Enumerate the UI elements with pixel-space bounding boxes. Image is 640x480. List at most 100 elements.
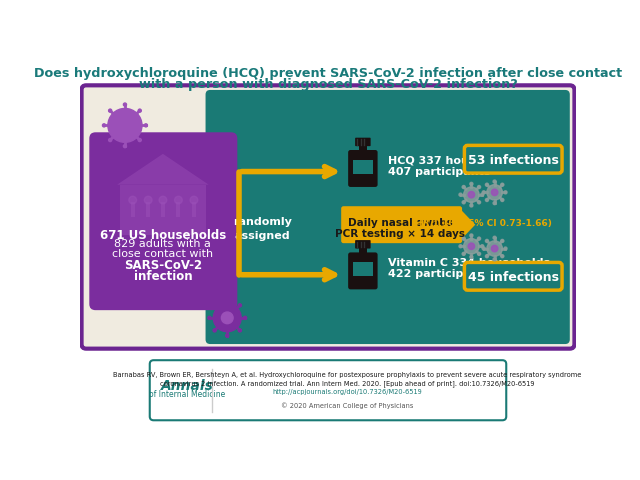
Text: randomly
assigned: randomly assigned — [233, 217, 292, 241]
Circle shape — [109, 139, 112, 142]
Circle shape — [459, 193, 462, 196]
Circle shape — [159, 196, 167, 204]
FancyBboxPatch shape — [341, 206, 462, 243]
Circle shape — [485, 240, 488, 242]
FancyBboxPatch shape — [353, 160, 373, 174]
Circle shape — [462, 201, 465, 204]
Text: SARS-CoV-2: SARS-CoV-2 — [124, 259, 202, 272]
Circle shape — [470, 234, 473, 237]
Text: PCR testing × 14 days: PCR testing × 14 days — [335, 228, 465, 239]
Circle shape — [468, 192, 475, 198]
Text: of Internal Medicine: of Internal Medicine — [149, 390, 225, 399]
Circle shape — [470, 255, 473, 259]
FancyBboxPatch shape — [150, 360, 506, 420]
Circle shape — [493, 236, 496, 240]
Polygon shape — [460, 208, 476, 241]
FancyBboxPatch shape — [348, 150, 378, 187]
FancyBboxPatch shape — [205, 90, 570, 344]
Circle shape — [492, 189, 498, 195]
Circle shape — [500, 183, 504, 186]
Text: http://acpjournals.org/doi/10.7326/M20-6519: http://acpjournals.org/doi/10.7326/M20-6… — [273, 389, 422, 395]
Circle shape — [226, 299, 229, 302]
Circle shape — [238, 329, 241, 332]
Circle shape — [482, 247, 485, 250]
Circle shape — [504, 247, 507, 250]
Circle shape — [493, 180, 496, 183]
FancyBboxPatch shape — [348, 252, 378, 289]
Circle shape — [213, 304, 216, 307]
FancyBboxPatch shape — [359, 145, 367, 153]
Circle shape — [221, 312, 233, 324]
FancyBboxPatch shape — [465, 263, 562, 290]
Circle shape — [477, 201, 481, 204]
Circle shape — [482, 191, 485, 194]
Circle shape — [109, 109, 112, 112]
Text: 45 infections: 45 infections — [468, 271, 559, 284]
Circle shape — [462, 185, 465, 189]
Circle shape — [477, 185, 481, 189]
FancyBboxPatch shape — [120, 185, 205, 235]
Circle shape — [129, 196, 136, 204]
FancyBboxPatch shape — [359, 248, 367, 255]
Circle shape — [481, 245, 484, 248]
Text: HCQ 337 households,: HCQ 337 households, — [388, 156, 522, 166]
Circle shape — [500, 240, 504, 242]
Circle shape — [124, 144, 127, 148]
Text: Annals: Annals — [161, 379, 213, 393]
Circle shape — [492, 245, 498, 252]
FancyBboxPatch shape — [355, 138, 371, 146]
Circle shape — [463, 187, 479, 203]
Circle shape — [485, 183, 488, 186]
Circle shape — [118, 118, 132, 132]
Text: Barnabas RV, Brown ER, Bershteyn A, et al. Hydroxychloroquine for postexposure p: Barnabas RV, Brown ER, Bershteyn A, et a… — [113, 372, 582, 378]
Circle shape — [175, 196, 182, 204]
Circle shape — [213, 304, 241, 332]
Circle shape — [481, 193, 484, 196]
Circle shape — [504, 191, 507, 194]
Text: 422 participants: 422 participants — [388, 269, 491, 278]
Text: 671 US households: 671 US households — [100, 229, 226, 242]
Text: coronavirus 2 infection. A randomized trial. Ann Intern Med. 2020. [Epub ahead o: coronavirus 2 infection. A randomized tr… — [160, 380, 534, 387]
Circle shape — [468, 243, 475, 250]
Circle shape — [459, 245, 462, 248]
Text: © 2020 American College of Physicians: © 2020 American College of Physicians — [281, 403, 413, 409]
Circle shape — [477, 252, 481, 255]
FancyBboxPatch shape — [465, 145, 562, 173]
Circle shape — [213, 329, 216, 332]
Circle shape — [226, 334, 229, 337]
FancyBboxPatch shape — [81, 85, 575, 348]
Circle shape — [485, 198, 488, 202]
Circle shape — [470, 204, 473, 207]
Circle shape — [238, 304, 241, 307]
Circle shape — [244, 316, 246, 319]
Text: infection: infection — [134, 270, 192, 283]
Circle shape — [500, 198, 504, 202]
Text: Does hydroxychloroquine (HCQ) prevent SARS-CoV-2 infection after close contact: Does hydroxychloroquine (HCQ) prevent SA… — [34, 67, 622, 80]
Text: 829 adults with a: 829 adults with a — [115, 240, 211, 249]
Circle shape — [462, 237, 465, 240]
Circle shape — [493, 202, 496, 204]
FancyBboxPatch shape — [355, 240, 371, 249]
Circle shape — [108, 108, 142, 142]
FancyBboxPatch shape — [90, 132, 237, 310]
Circle shape — [190, 196, 198, 204]
Circle shape — [470, 182, 473, 185]
Circle shape — [145, 196, 152, 204]
Circle shape — [462, 252, 465, 255]
Circle shape — [463, 239, 479, 254]
Circle shape — [102, 124, 106, 127]
Polygon shape — [117, 154, 209, 185]
Text: 407 participants: 407 participants — [388, 167, 491, 177]
FancyBboxPatch shape — [353, 263, 373, 276]
Text: 53 infections: 53 infections — [468, 154, 559, 167]
Circle shape — [138, 139, 141, 142]
Text: with a person with diagnosed SARS-CoV-2 infection?: with a person with diagnosed SARS-CoV-2 … — [139, 78, 517, 91]
Circle shape — [138, 109, 141, 112]
Text: Vitamin C 334 households,: Vitamin C 334 households, — [388, 258, 555, 268]
Circle shape — [500, 255, 504, 258]
Text: close contact with: close contact with — [113, 249, 214, 259]
Text: HR 1.10 (95% CI 0.73-1.66): HR 1.10 (95% CI 0.73-1.66) — [415, 219, 552, 228]
Circle shape — [208, 316, 211, 319]
Circle shape — [487, 185, 502, 200]
Circle shape — [493, 258, 496, 261]
